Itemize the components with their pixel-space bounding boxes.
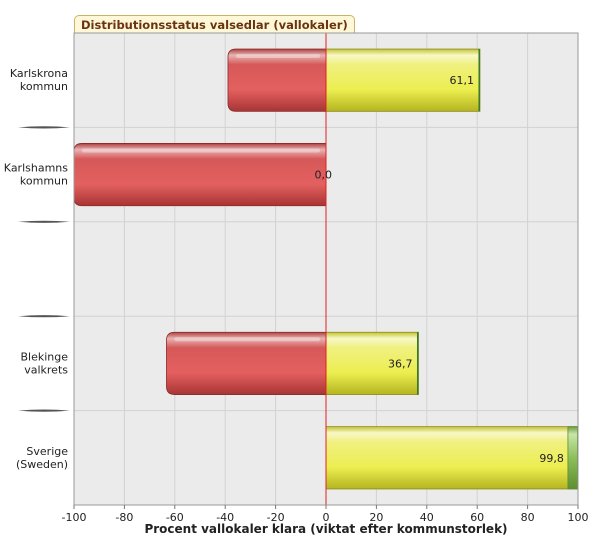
category-label: Sverige [26,445,68,458]
bar-end-cap [416,332,419,395]
x-tick-label: 20 [369,511,383,524]
bar-highlight [82,148,320,153]
category-label: kommun [20,80,68,93]
x-tick-label: 100 [568,511,589,524]
bars [73,48,578,490]
bar-value [325,331,419,395]
band-separator-mark [18,126,70,129]
bar-value-tip [567,426,578,490]
x-tick-label: 80 [521,511,535,524]
category-label: kommun [20,175,68,188]
bar-remaining [166,331,327,395]
bar-end-cap [478,49,480,112]
x-tick-label: -100 [62,511,87,524]
category-label: valkrets [24,363,68,376]
bar-value [325,426,578,490]
category-label: (Sweden) [16,458,68,471]
x-tick-label: -60 [166,511,184,524]
category-label: Karlskrona [10,67,68,80]
bar-highlight [174,337,320,342]
category-label: Karlshamns [4,162,68,175]
bar-remaining [73,143,327,207]
bar-value [325,48,481,112]
value-label: 0,0 [315,169,333,182]
bar-highlight [235,54,320,59]
category-label: Blekinge [20,350,68,363]
x-tick-label: -20 [267,511,285,524]
x-tick-label: -80 [115,511,133,524]
bar-remaining [227,48,327,112]
value-label: 36,7 [388,357,413,370]
value-labels: 61,1 0,0 36,7 99,8 [315,74,564,465]
x-tick-label: 40 [420,511,434,524]
x-tick-label: 0 [323,511,330,524]
value-label: 61,1 [449,74,474,87]
chart-title: Distributionsstatus valsedlar (vallokale… [74,15,355,33]
category-labels: KarlskronakommunKarlshamnskommunBlekinge… [4,67,70,471]
band-separator-mark [18,409,70,412]
x-axis-ticks: -100 -80 -60 -40 -20 0 20 40 60 80 100 [62,505,589,524]
band-separator-mark [18,315,70,318]
x-tick-label: -40 [216,511,234,524]
x-axis-label: Procent vallokaler klara (viktat efter k… [144,522,507,536]
value-label: 99,8 [539,452,564,465]
x-tick-label: 60 [470,511,484,524]
band-separator-mark [18,220,70,223]
